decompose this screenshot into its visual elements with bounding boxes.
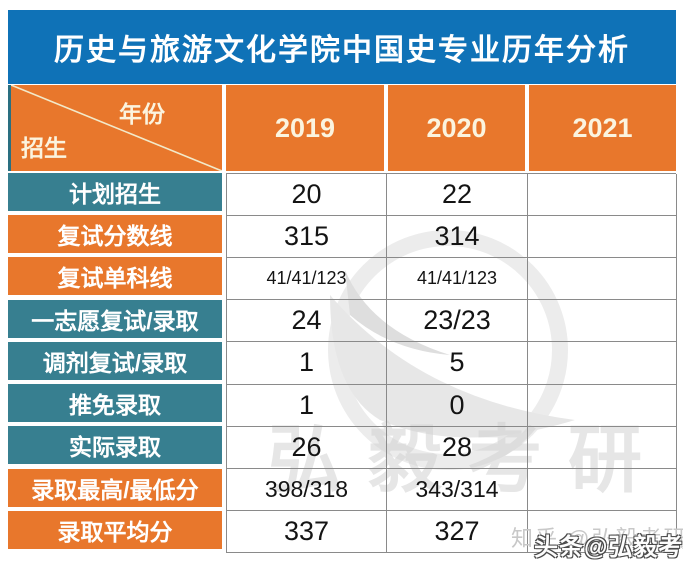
data-cell: 314 <box>387 216 528 259</box>
data-cell <box>528 510 677 553</box>
data-cell: 337 <box>227 510 387 553</box>
row-label-cell: 录取最高/最低分 <box>8 468 222 507</box>
data-cell: 28 <box>387 426 528 469</box>
data-cell <box>528 426 677 469</box>
corner-enroll-label: 招生 <box>21 135 67 161</box>
year-column-header: 2021 <box>529 85 676 171</box>
data-cell: 1 <box>227 342 387 385</box>
data-cell <box>528 216 677 259</box>
data-cell: 5 <box>387 342 528 385</box>
row-label-cell: 录取平均分 <box>8 510 222 549</box>
row-label-column: 计划招生复试分数线 复试单科线 一志愿复试/录取 调剂复试/录取 推免录取 实际录取 录取最… <box>8 173 222 553</box>
data-cell <box>528 342 677 385</box>
data-grid: 20 22 315 314 41/41/123 41/41/123 24 23/23 1 5 1 0 2… <box>226 173 677 553</box>
data-cell: 327 <box>387 510 528 553</box>
row-label-cell: 推免录取 <box>8 384 222 423</box>
data-cell <box>528 468 677 511</box>
table-header-row: 年份 招生 2019 2020 2021 <box>8 85 676 171</box>
data-cell: 22 <box>387 174 528 217</box>
watermark-zhihu: 知乎 @弘毅考研 <box>511 526 683 551</box>
data-cell <box>528 300 677 343</box>
row-label-cell: 复试分数线 <box>8 215 222 254</box>
data-cell <box>528 174 677 217</box>
row-label-cell: 计划招生 <box>8 173 222 211</box>
data-cell: 41/41/123 <box>227 258 387 301</box>
data-cell: 26 <box>227 426 387 469</box>
corner-year-label: 年份 <box>119 101 165 127</box>
data-cell: 0 <box>387 384 528 427</box>
header-corner-cell: 年份 招生 <box>8 85 222 171</box>
year-column-header: 2019 <box>226 85 384 171</box>
data-cell: 343/314 <box>387 468 528 511</box>
row-label-cell: 调剂复试/录取 <box>8 341 222 380</box>
watermark-toutiao: 头条@弘毅考研 <box>534 534 683 561</box>
data-cell: 24 <box>227 300 387 343</box>
data-cell <box>528 384 677 427</box>
year-column-header: 2020 <box>388 85 525 171</box>
title-bar: 历史与旅游文化学院中国史专业历年分析 <box>8 10 676 84</box>
data-cell: 23/23 <box>387 300 528 343</box>
row-label-cell: 实际录取 <box>8 426 222 465</box>
page-title: 历史与旅游文化学院中国史专业历年分析 <box>54 34 630 67</box>
data-cell <box>528 258 677 301</box>
row-label-cell: 复试单科线 <box>8 257 222 296</box>
data-cell: 315 <box>227 216 387 259</box>
data-cell: 1 <box>227 384 387 427</box>
diagonal-line <box>11 85 222 171</box>
watermark-center-text: 弘毅考研 <box>268 418 668 501</box>
data-cell: 41/41/123 <box>387 258 528 301</box>
data-cell: 20 <box>227 174 387 217</box>
row-label-cell: 一志愿复试/录取 <box>8 299 222 338</box>
data-cell: 398/318 <box>227 468 387 511</box>
